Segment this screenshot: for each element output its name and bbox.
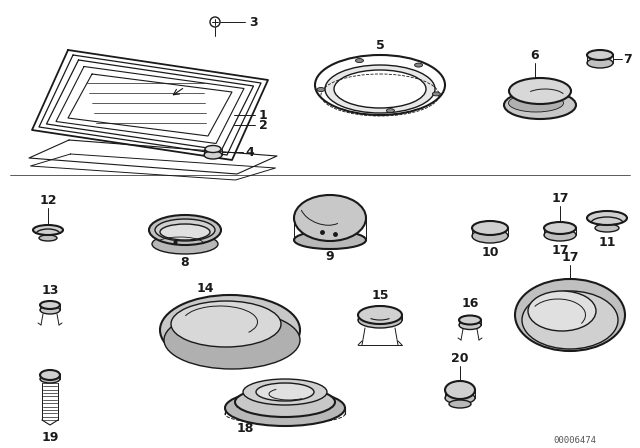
Ellipse shape — [415, 63, 422, 67]
Text: 17: 17 — [551, 244, 569, 257]
Text: 6: 6 — [531, 48, 540, 61]
Ellipse shape — [155, 219, 215, 241]
Ellipse shape — [39, 235, 57, 241]
Text: 8: 8 — [180, 255, 189, 268]
Ellipse shape — [294, 195, 366, 241]
Text: 3: 3 — [249, 16, 257, 29]
Ellipse shape — [509, 78, 571, 104]
Ellipse shape — [587, 58, 613, 68]
Ellipse shape — [358, 306, 402, 324]
Ellipse shape — [33, 225, 63, 235]
Ellipse shape — [515, 279, 625, 351]
Ellipse shape — [204, 151, 222, 159]
Text: 00006474: 00006474 — [554, 435, 596, 444]
Text: 11: 11 — [598, 236, 616, 249]
Ellipse shape — [387, 108, 394, 112]
Ellipse shape — [544, 222, 576, 234]
Ellipse shape — [522, 291, 618, 349]
Ellipse shape — [225, 390, 345, 426]
Ellipse shape — [358, 312, 402, 328]
Ellipse shape — [504, 91, 576, 119]
Text: 18: 18 — [236, 422, 253, 435]
Ellipse shape — [317, 87, 325, 91]
Text: 14: 14 — [196, 281, 214, 294]
Text: 10: 10 — [481, 246, 499, 258]
Ellipse shape — [149, 215, 221, 245]
Text: 1: 1 — [259, 108, 268, 121]
Text: 9: 9 — [326, 250, 334, 263]
Ellipse shape — [160, 295, 300, 365]
Ellipse shape — [164, 311, 300, 369]
Ellipse shape — [325, 65, 435, 113]
Text: 17: 17 — [551, 191, 569, 204]
Ellipse shape — [587, 211, 627, 225]
Ellipse shape — [152, 234, 218, 254]
Ellipse shape — [509, 94, 563, 112]
Ellipse shape — [459, 315, 481, 324]
Text: 12: 12 — [39, 194, 57, 207]
Text: 16: 16 — [461, 297, 479, 310]
Ellipse shape — [334, 70, 426, 108]
Ellipse shape — [294, 231, 366, 249]
Ellipse shape — [40, 306, 60, 314]
Ellipse shape — [528, 291, 596, 331]
Ellipse shape — [472, 221, 508, 235]
Ellipse shape — [445, 381, 475, 399]
Text: 15: 15 — [371, 289, 388, 302]
Ellipse shape — [40, 301, 60, 309]
Ellipse shape — [595, 224, 619, 232]
Text: 13: 13 — [42, 284, 59, 297]
Ellipse shape — [445, 392, 475, 404]
Text: 4: 4 — [246, 146, 254, 159]
Ellipse shape — [544, 229, 576, 241]
Ellipse shape — [171, 301, 281, 347]
Ellipse shape — [256, 383, 314, 401]
Text: 2: 2 — [259, 119, 268, 132]
Ellipse shape — [235, 387, 335, 417]
Text: 7: 7 — [623, 52, 632, 65]
Ellipse shape — [459, 320, 481, 329]
Text: 5: 5 — [376, 39, 385, 52]
Ellipse shape — [243, 379, 327, 405]
Text: 20: 20 — [451, 352, 468, 365]
Ellipse shape — [205, 146, 221, 152]
Ellipse shape — [315, 55, 445, 115]
Ellipse shape — [433, 92, 440, 96]
Ellipse shape — [355, 59, 364, 63]
Ellipse shape — [40, 370, 60, 380]
Ellipse shape — [587, 50, 613, 60]
Ellipse shape — [472, 229, 508, 243]
Text: 17: 17 — [561, 250, 579, 263]
Ellipse shape — [449, 400, 471, 408]
Text: 19: 19 — [42, 431, 59, 444]
Ellipse shape — [40, 375, 60, 383]
Ellipse shape — [160, 224, 210, 240]
